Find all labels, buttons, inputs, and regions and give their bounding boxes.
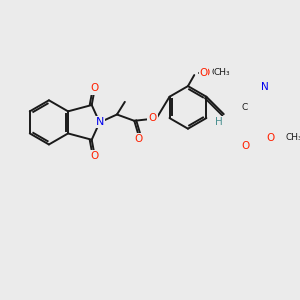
Text: N: N [261,82,269,92]
Text: O: O [148,113,157,123]
Text: O: O [200,68,208,78]
Text: O: O [242,141,250,152]
Text: H: H [215,117,223,127]
Text: O: O [90,151,98,161]
Text: O: O [90,83,98,94]
Text: O: O [201,68,209,78]
Text: CH₃: CH₃ [211,68,228,77]
Text: CH₃: CH₃ [214,68,231,77]
Text: N: N [95,117,104,128]
Text: O: O [266,133,275,143]
Text: O: O [134,134,142,144]
Text: CH₃: CH₃ [285,133,300,142]
Text: C: C [241,103,248,112]
